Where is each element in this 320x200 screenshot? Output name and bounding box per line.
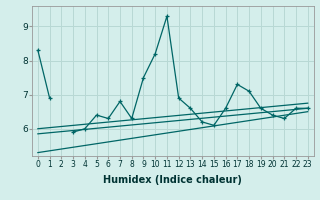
X-axis label: Humidex (Indice chaleur): Humidex (Indice chaleur)	[103, 175, 242, 185]
